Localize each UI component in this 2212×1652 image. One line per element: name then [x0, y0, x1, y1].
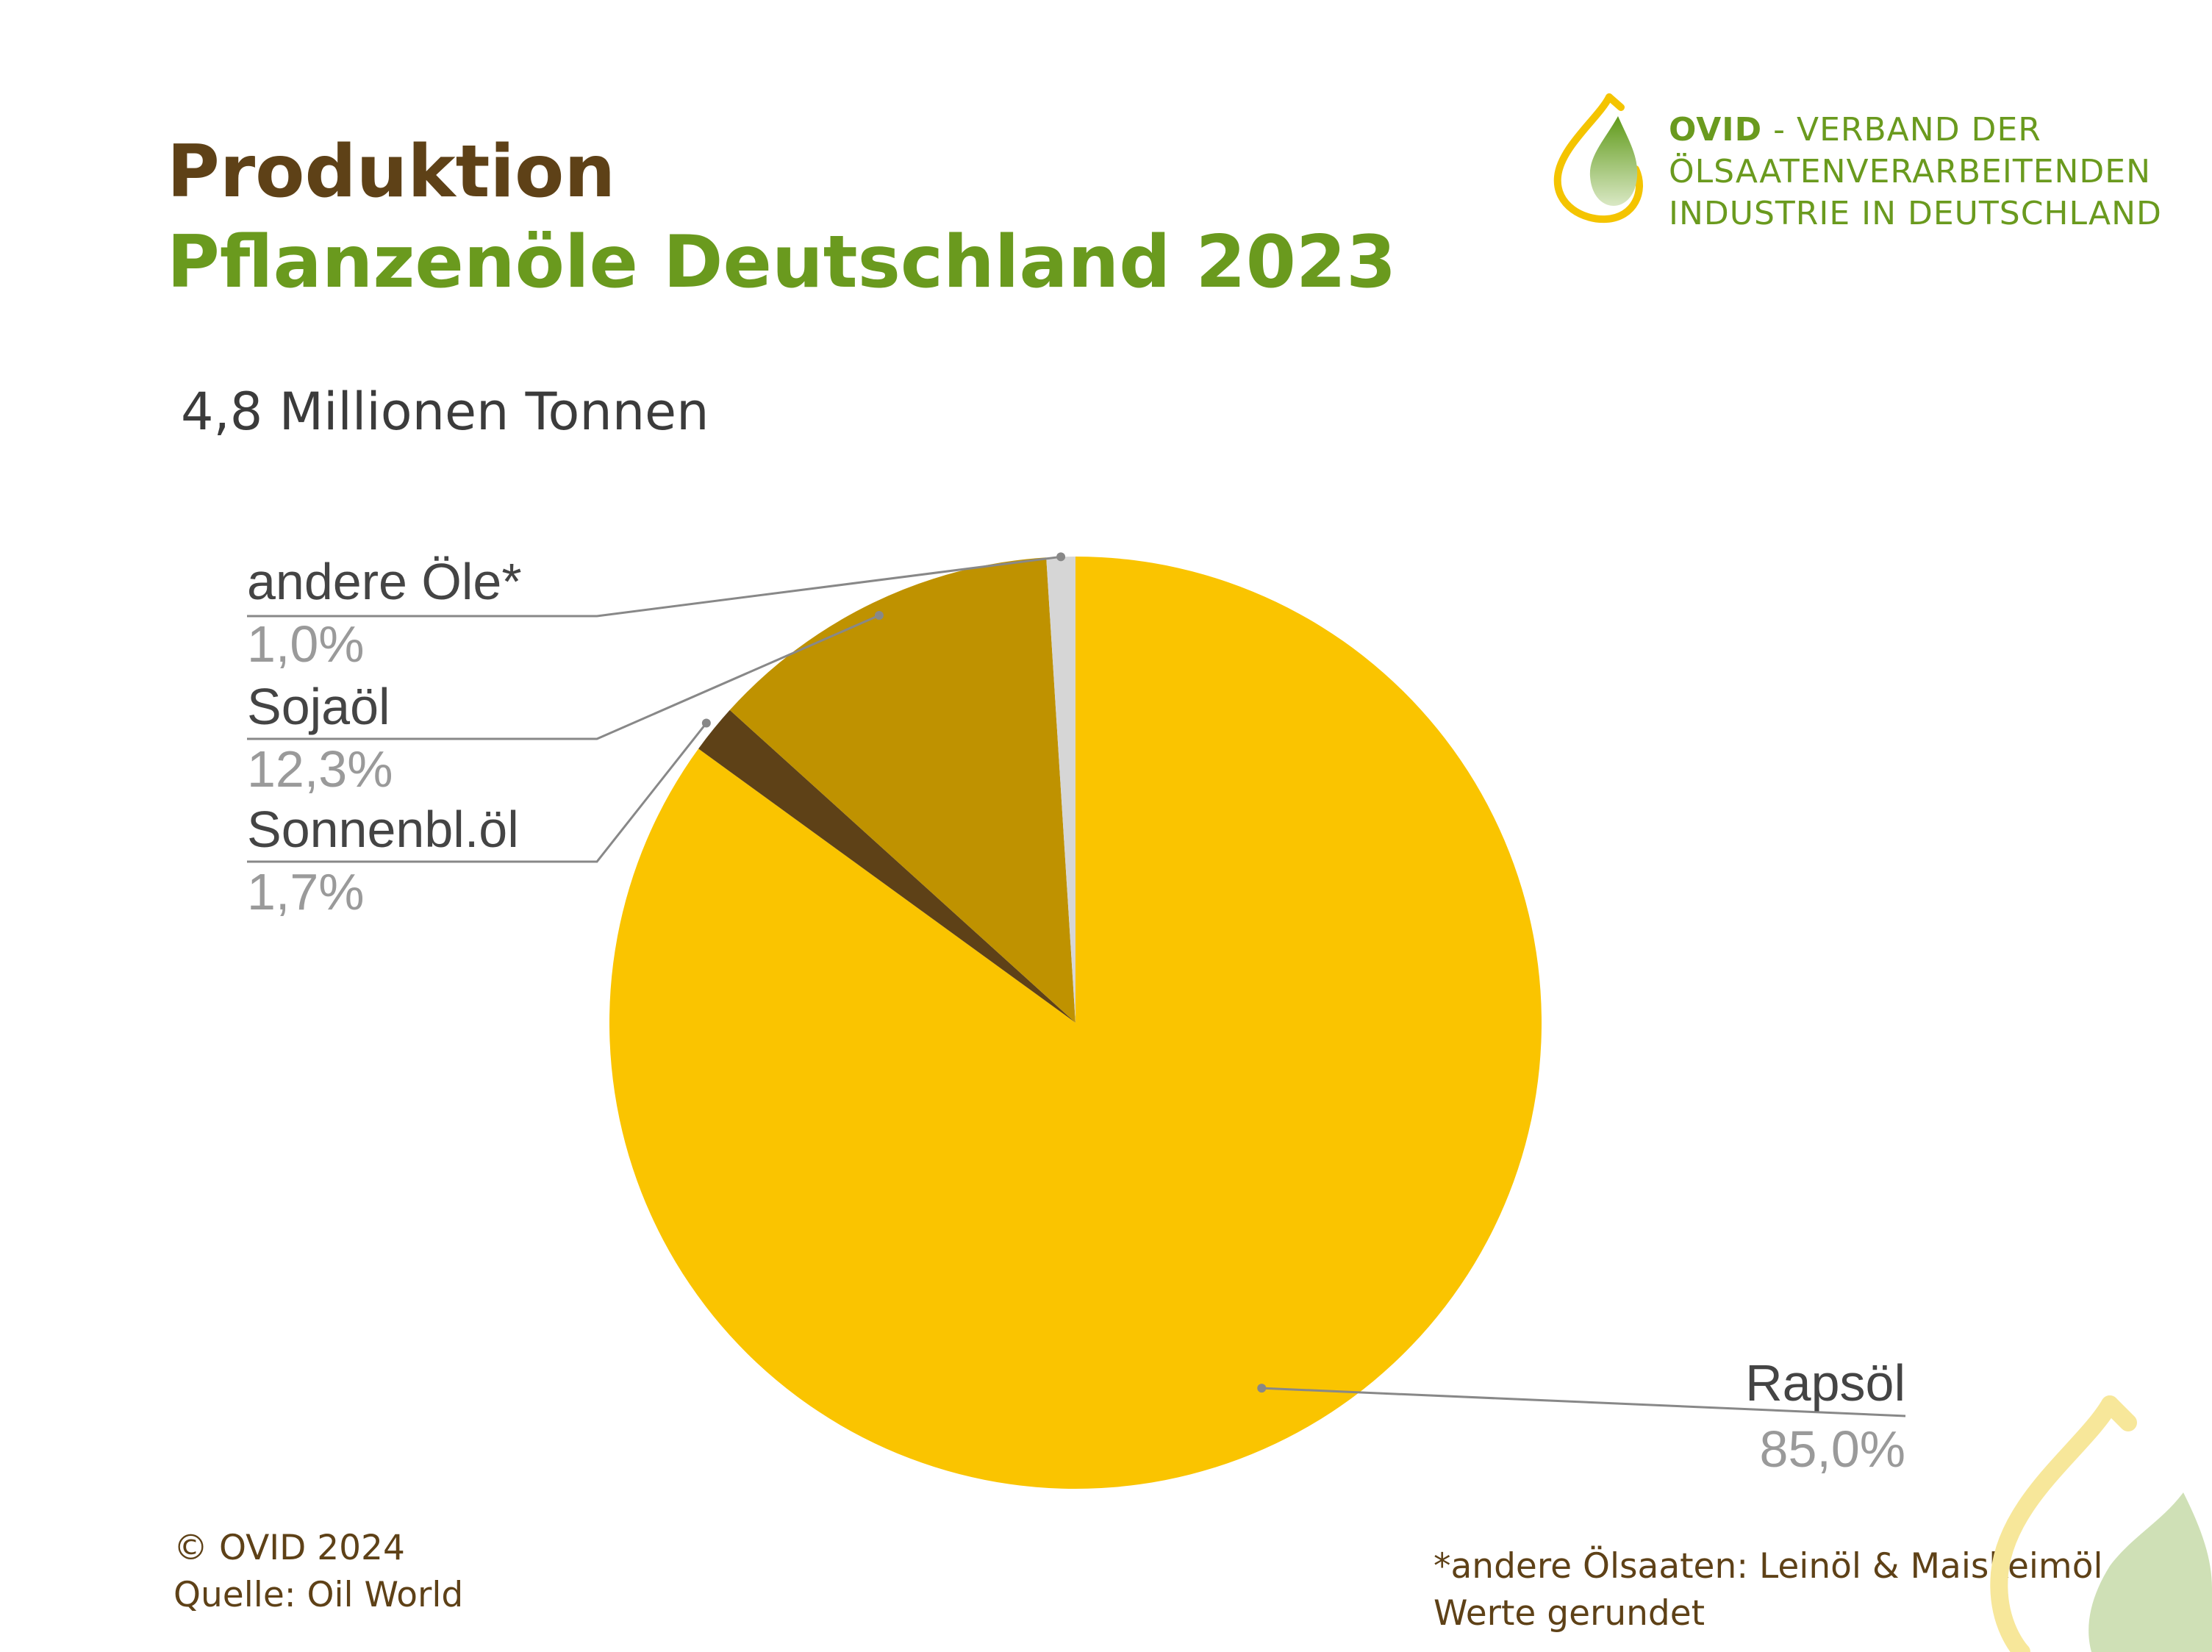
footnote-rounded: Werte gerundet — [1433, 1593, 1705, 1634]
footer-notes: *andere Ölsaaten: Leinöl & Maiskeimöl We… — [1433, 1543, 2103, 1637]
logo-line3: INDUSTRIE IN DEUTSCHLAND — [1669, 195, 2162, 232]
leader-line-0 — [1261, 1387, 1906, 1417]
slice-value-2: 12,3% — [247, 740, 393, 798]
slice-label-3: andere Öle* — [247, 553, 522, 610]
leader-line-1 — [247, 722, 708, 863]
slice-label-2: Sojaöl — [247, 678, 390, 735]
logo-line2: ÖLSAATENVERARBEITENDEN — [1669, 153, 2152, 190]
slice-value-3: 1,0% — [247, 615, 365, 673]
source-text: Quelle: Oil World — [173, 1575, 464, 1615]
pie-slice-2 — [729, 557, 1075, 1023]
leader-dot-1 — [701, 718, 711, 728]
pie-slice-0 — [609, 557, 1542, 1490]
page-title: Produktion — [167, 130, 616, 214]
logo-line1: - VERBAND DER — [1762, 111, 2041, 149]
pie-slice-1 — [698, 709, 1075, 1023]
total-production: 4,8 Millionen Tonnen — [181, 382, 709, 442]
leader-dot-3 — [1056, 552, 1066, 562]
slice-value-1: 1,7% — [247, 863, 365, 920]
ovid-logo-text: OVID - VERBAND DER ÖLSAATENVERARBEITENDE… — [1669, 109, 2162, 235]
leader-line-3 — [247, 555, 1062, 618]
pie-slice-3 — [1046, 557, 1075, 1023]
copyright-text: © OVID 2024 — [173, 1528, 405, 1568]
slice-label-0: Rapsöl — [1745, 1354, 1905, 1412]
slice-label-1: Sonnenbl.öl — [247, 801, 519, 858]
slice-value-0: 85,0% — [1760, 1420, 1905, 1478]
logo-brand: OVID — [1669, 111, 1763, 149]
leader-dot-2 — [874, 611, 884, 621]
decorative-drop-icon — [1990, 1395, 2212, 1652]
page-subtitle: Pflanzenöle Deutschland 2023 — [167, 221, 1397, 304]
leader-dot-0 — [1257, 1384, 1267, 1393]
leader-line-2 — [247, 614, 880, 740]
footer-source: © OVID 2024 Quelle: Oil World — [173, 1525, 463, 1619]
ovid-drop-logo-icon — [1553, 93, 1643, 224]
